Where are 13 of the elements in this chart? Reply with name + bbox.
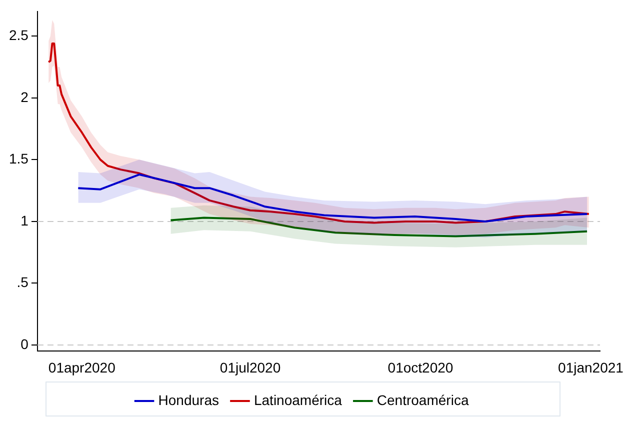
y-tick-label: 2.5	[8, 26, 29, 43]
legend-label: Honduras	[158, 392, 219, 408]
legend-label: Centroamérica	[376, 392, 469, 408]
x-tick-label: 01jul2020	[220, 359, 281, 376]
y-tick-label: 1.5	[8, 150, 29, 167]
y-tick-label: 0	[20, 336, 29, 352]
y-tick-label: .5	[16, 274, 29, 290]
x-tick-label: 01oct2020	[388, 359, 454, 376]
legend-label: Latinoamérica	[254, 392, 342, 408]
x-tick-label: 01apr2020	[48, 359, 116, 376]
x-tick-label: 01jan2021	[558, 359, 624, 376]
y-tick-label: 2	[20, 88, 29, 105]
y-tick-label: 1	[20, 212, 29, 228]
